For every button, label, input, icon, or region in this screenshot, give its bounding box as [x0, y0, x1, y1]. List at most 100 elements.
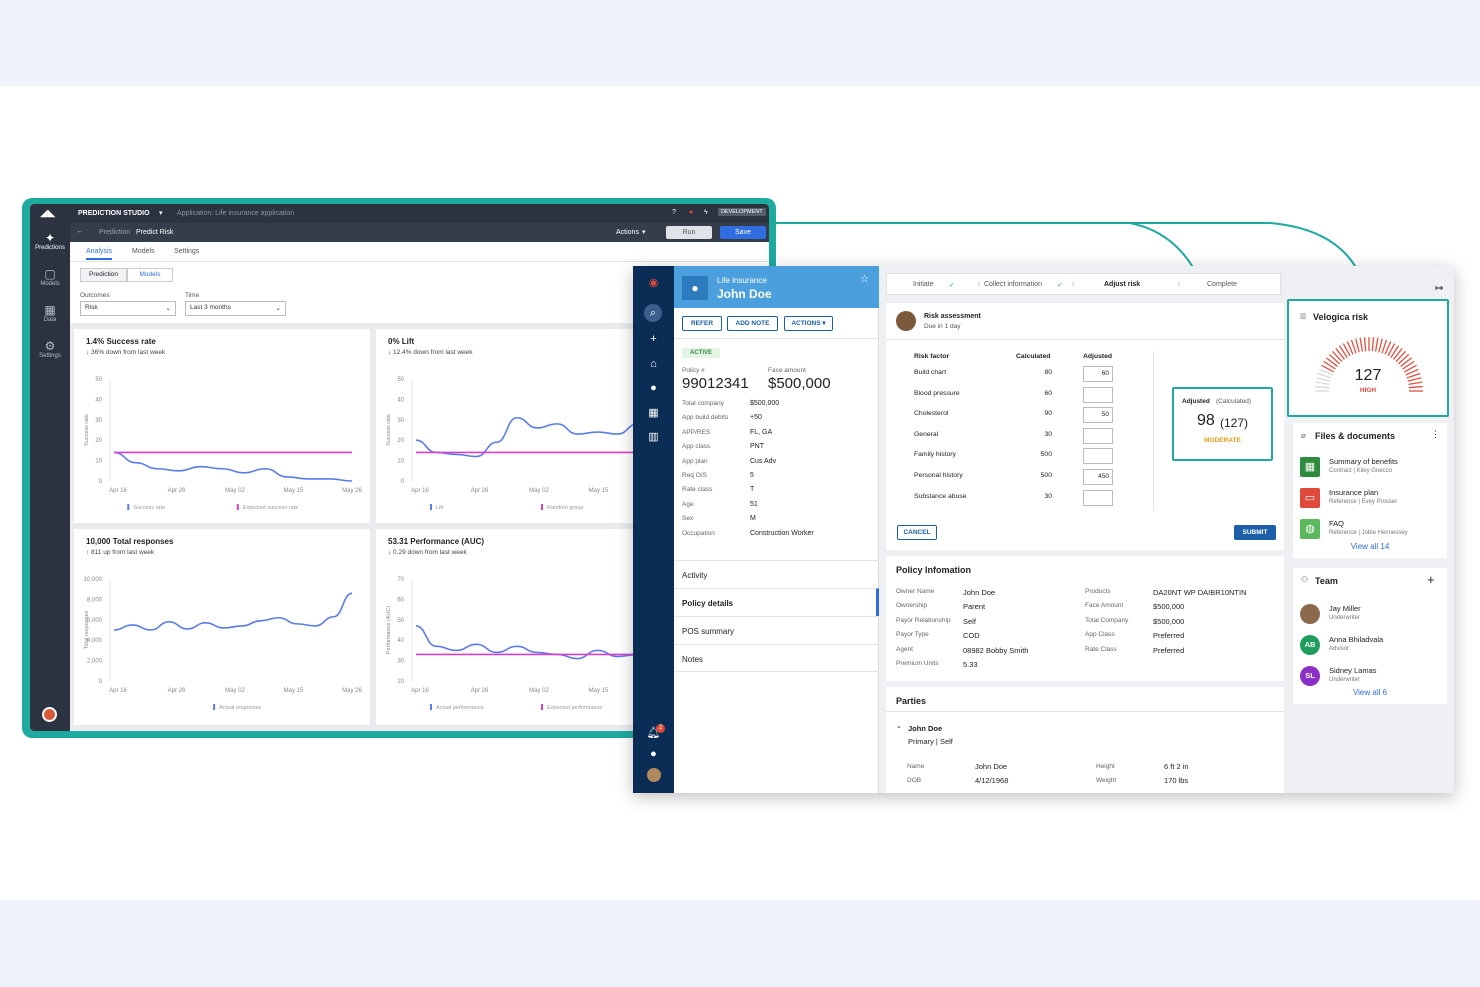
tab-settings[interactable]: Settings — [174, 248, 200, 255]
info-label: Rate Class — [1085, 645, 1117, 653]
bell-icon[interactable]: 🔔︎ — [646, 727, 661, 739]
help-icon[interactable]: ● — [650, 748, 657, 760]
stage-initiate[interactable]: Initiate — [913, 281, 934, 288]
add-note-button[interactable]: ADD NOTE — [727, 316, 778, 331]
risk-row: Personal history 500 450 — [914, 468, 1124, 488]
time-select[interactable]: Last 3 months ⌄ — [185, 301, 286, 316]
adjusted-input[interactable] — [1083, 427, 1113, 444]
chart-subtitle: ↑ 811 up from last week — [86, 549, 155, 556]
y-tick-label: 40 — [397, 397, 404, 403]
plus-icon[interactable]: + — [650, 333, 657, 345]
team-member[interactable]: AB Anna Bhiladvala Advisor — [1300, 633, 1450, 661]
detail-label: Rate class — [682, 486, 713, 494]
rail-models[interactable]: ▢ Models — [30, 267, 70, 287]
star-icon[interactable]: ☆ — [860, 274, 869, 285]
breadcrumb-root[interactable]: Prediction — [99, 229, 131, 236]
files-documents-panel: ⌀ Files & documents ⋮ ▦ Summary of benefi… — [1293, 423, 1447, 558]
gauge-tick — [1342, 343, 1351, 357]
cancel-button[interactable]: CANCEL — [897, 525, 937, 540]
file-item[interactable]: ◍ FAQ Reference | Jobie Hennessey — [1300, 517, 1450, 545]
slides-icon: ▭ — [1300, 488, 1320, 508]
rail-predictions[interactable]: ✦ Predictions — [30, 231, 70, 251]
rail-data[interactable]: ▦ Data — [30, 303, 70, 323]
panel-title: Velogica risk — [1313, 312, 1369, 322]
rail-settings[interactable]: ⚙ Settings — [30, 339, 70, 359]
party-name[interactable]: John Doe — [908, 724, 943, 733]
back-arrow-icon[interactable]: ← — [76, 228, 83, 235]
nav-activity[interactable]: Activity — [674, 560, 879, 588]
view-all-team-link[interactable]: View all 6 — [1352, 688, 1388, 697]
toggle-prediction[interactable]: Prediction — [80, 268, 127, 282]
adjusted-input[interactable]: 60 — [1083, 366, 1113, 382]
collapse-panel-icon[interactable]: ↦ — [1435, 283, 1444, 294]
nav-pos-summary[interactable]: POS summary — [674, 616, 879, 644]
field-label: Name — [907, 763, 925, 770]
logo-icon[interactable]: ◉ — [648, 277, 659, 289]
chart-icon[interactable]: ▥ — [648, 431, 659, 443]
actions-button[interactable]: ACTIONS ▾ — [784, 316, 833, 331]
nav-policy-details[interactable]: Policy details — [674, 588, 879, 616]
home-icon[interactable]: ⌂ — [650, 358, 657, 370]
bolt-icon[interactable]: ϟ — [704, 209, 708, 216]
file-item[interactable]: ▦ Summary of benefits Contract | Kiley Gne… — [1300, 455, 1450, 483]
member-name[interactable]: Sidney Lamas — [1329, 666, 1377, 675]
save-button[interactable]: Save — [720, 226, 766, 239]
logo-icon: ◢◣ — [40, 208, 56, 219]
team-member[interactable]: SL Sidney Lamas Underwriter — [1300, 664, 1450, 692]
outcomes-select[interactable]: Risk ⌄ — [80, 301, 176, 316]
user-avatar[interactable] — [647, 768, 661, 782]
tab-models[interactable]: Models — [132, 248, 155, 255]
adjusted-input[interactable] — [1083, 386, 1113, 403]
help-icon[interactable]: ? — [672, 209, 676, 216]
add-member-icon[interactable]: + — [1427, 572, 1435, 587]
application-label[interactable]: Application: Life insurance application — [177, 210, 295, 217]
bell-icon[interactable]: ● — [689, 209, 694, 216]
calculated-value: 80 — [1044, 369, 1052, 376]
member-name[interactable]: Anna Bhiladvala — [1329, 635, 1384, 644]
stage-complete[interactable]: Complete — [1207, 281, 1237, 288]
toggle-models[interactable]: Models — [127, 268, 173, 282]
refer-button[interactable]: REFER — [682, 316, 722, 331]
team-member[interactable]: Jay Miller Underwriter — [1300, 602, 1450, 630]
tab-analysis[interactable]: Analysis — [86, 248, 113, 260]
adjusted-input[interactable]: 50 — [1083, 407, 1113, 424]
view-all-files-link[interactable]: View all 14 — [1350, 542, 1390, 551]
user-avatar[interactable] — [42, 707, 57, 722]
stage-collect-information[interactable]: Collect information — [984, 281, 1042, 288]
file-name[interactable]: Summary of benefits — [1329, 457, 1398, 466]
grid-icon[interactable]: ▦ — [648, 407, 659, 419]
info-value: 5.33 — [963, 660, 978, 669]
chevron-down-icon[interactable]: ▾ — [642, 229, 646, 236]
chevron-down-icon[interactable]: ▾ — [159, 210, 163, 217]
chevron-right-icon: › — [1071, 278, 1075, 290]
file-name[interactable]: FAQ — [1329, 519, 1345, 528]
legend-label: Expected success rate — [243, 505, 298, 511]
adjusted-input[interactable] — [1083, 489, 1113, 506]
more-icon[interactable]: ⋮ — [1431, 429, 1440, 439]
adjusted-input[interactable] — [1083, 448, 1113, 465]
risk-factor: Family history — [914, 451, 956, 459]
actions-menu[interactable]: Actions — [616, 229, 639, 236]
gauge-tick — [1319, 368, 1333, 376]
member-name[interactable]: Jay Miller — [1329, 604, 1361, 613]
user-icon[interactable]: ● — [650, 382, 657, 394]
stage-adjust-risk[interactable]: Adjust risk — [1104, 281, 1141, 288]
file-name[interactable]: Insurance plan — [1329, 488, 1379, 497]
gauge-tick — [1317, 372, 1332, 379]
run-button[interactable]: Run — [666, 226, 712, 239]
column-header: Adjusted — [1083, 353, 1113, 360]
app-title[interactable]: PREDICTION STUDIO — [78, 210, 150, 217]
submit-button[interactable]: SUBMIT — [1234, 525, 1276, 540]
x-tick-label: Apr 16 — [411, 688, 429, 694]
nav-notes[interactable]: Notes — [674, 644, 879, 672]
calculated-score: (127) — [1220, 416, 1249, 430]
detail-value: 51 — [750, 500, 758, 508]
risk-assessment-panel: Risk assessment Due in 1 day Risk factor… — [886, 303, 1284, 550]
detail-row: Age 51 — [682, 501, 872, 513]
info-label: Face Amount — [1085, 602, 1124, 610]
search-icon[interactable]: ⌕ — [644, 304, 662, 322]
adjusted-input[interactable]: 450 — [1083, 469, 1113, 485]
file-item[interactable]: ▭ Insurance plan Reference | Evey Prosser — [1300, 486, 1450, 514]
info-row: Agent 08982 Bobby Smith — [896, 646, 1086, 658]
chevron-down-icon[interactable]: ⌄ — [896, 723, 902, 730]
